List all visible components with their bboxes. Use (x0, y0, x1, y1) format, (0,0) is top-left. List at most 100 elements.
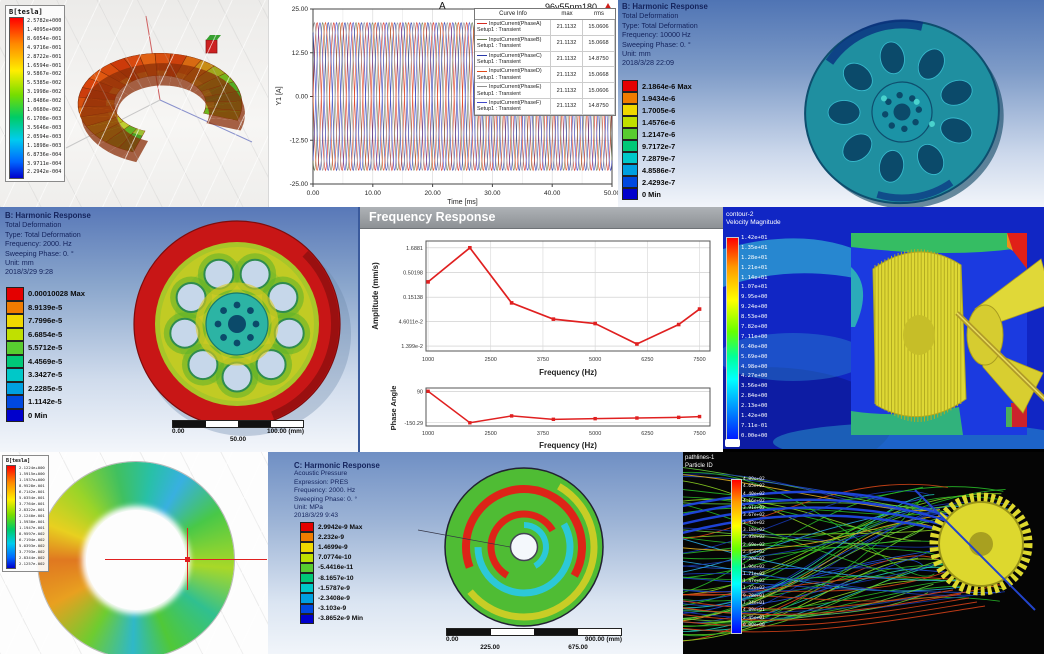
legend-swatch (300, 583, 314, 594)
legend-swatch (622, 176, 638, 188)
y-tick-label: 4.6011e-2 (399, 320, 423, 326)
streamline (683, 536, 936, 556)
pathlines-viewport[interactable]: pathlines-1 Particle ID 4.89e+02 4.65e+02… (683, 452, 1044, 654)
streamline (683, 574, 996, 613)
streamline (683, 565, 967, 575)
streamline (683, 515, 947, 551)
legend-title-line: Particle ID (685, 462, 713, 469)
legend-value: 1.8486e-002 (27, 98, 62, 105)
legend-value: -3.8652e-9 Min (318, 615, 364, 623)
legend-row: 3.3427e-5 (6, 368, 85, 382)
curve-name-cell: InputCurrent(PhaseE) Setup1 : Transient (475, 83, 551, 99)
y-tick-label: -25.00 (290, 181, 309, 188)
legend-value: 1.6594e-001 (27, 62, 62, 69)
ruler-bar (446, 628, 622, 636)
velocity-contour-rendering (723, 207, 1044, 449)
rms-cell: 15.0668 (583, 67, 615, 83)
curve-color-dash (477, 54, 487, 56)
maxwell-torus-viewport[interactable]: B[tesla] 2.5782e+000 1.4095e+000 8.6054e-0… (0, 0, 268, 207)
legend-swatch (622, 164, 638, 176)
cfd-velocity-viewport[interactable]: contour-2 Velocity Magnitude 1.42e+01 1.3… (723, 207, 1044, 452)
rms-cell: 14.8750 (583, 99, 615, 114)
column-header: max (561, 11, 573, 17)
legend-swatch (6, 354, 24, 368)
data-marker (697, 307, 702, 311)
window-titlebar[interactable]: Frequency Response (360, 207, 723, 229)
info-line: Unit: mm (5, 258, 34, 268)
curve-name: InputCurrent(PhaseB) (477, 37, 548, 43)
info-line: B: Harmonic Response (622, 2, 708, 11)
result-info-text: B: Harmonic Response Total Deformation Typ… (5, 211, 91, 277)
legend-value: 7.0774e-10 (318, 554, 352, 562)
curve-name-cell: InputCurrent(PhaseF) Setup1 : Transient (475, 99, 551, 114)
acoustic-pressure-viewport[interactable]: C: Harmonic Response Acoustic Pressure Exp… (268, 452, 683, 654)
info-line: Acoustic Pressure (294, 470, 348, 478)
legend-swatch (300, 542, 314, 553)
ruler-label: 675.00 (568, 644, 588, 651)
legend-swatch (622, 188, 638, 200)
legend-swatch (300, 572, 314, 584)
streamline (683, 569, 950, 596)
data-marker (468, 421, 472, 425)
current-plot-panel[interactable]: 25.00 12.50 0.00 -12.50 -25.00 0.00 10.00 20.00… (268, 0, 619, 207)
table-header: Curve Info max rms (475, 9, 615, 20)
legend-value: 2.20e+02 (743, 557, 765, 563)
legend-title: B[tesla] (6, 458, 31, 464)
legend-row: -3.103e-9 (300, 603, 363, 614)
scale-ruler: 0.00 900.00 (mm) 225.00 675.00 (446, 628, 622, 652)
curve-color-dash (477, 102, 487, 104)
info-line: Unit: MPa (294, 504, 323, 512)
legend-value: 2.84e+00 (741, 393, 768, 400)
x-tick-label: 3750 (537, 431, 549, 437)
curve-name-cell: InputCurrent(PhaseC) Setup1 : Transient (475, 51, 551, 67)
legend-row: 2.9942e-9 Max (300, 522, 363, 533)
data-marker (593, 416, 597, 421)
legend-value: 1.96e+02 (743, 564, 765, 570)
x-axis-label: Frequency (Hz) (539, 368, 597, 377)
info-line: Sweeping Phase: 0. ° (622, 39, 691, 49)
harmonic-response-10000hz-viewport[interactable]: B: Harmonic Response Total Deformation Typ… (618, 0, 1044, 207)
legend-value: 2.8722e-001 (27, 53, 62, 60)
legend-value: -1.5787e-9 (318, 584, 350, 592)
streamline (683, 593, 962, 616)
x-tick-label: 5000 (589, 357, 601, 363)
x-tick-label: 7500 (693, 357, 705, 363)
legend-row: 7.0774e-10 (300, 552, 363, 563)
streamline (683, 597, 970, 621)
curve-setup: Setup1 : Transient (477, 27, 521, 34)
streamline (683, 527, 957, 548)
fluent-legend-title: pathlines-1 Particle ID (685, 455, 714, 470)
table-row: InputCurrent(PhaseA) Setup1 : Transient 21… (475, 20, 615, 36)
wheel-deformation-rendering (133, 220, 351, 436)
legend-value: 8.53e+00 (741, 314, 768, 321)
data-marker (509, 414, 514, 418)
legend-value: 3.91e+02 (743, 506, 765, 512)
amplitude-chart[interactable]: 1.6881 0.50198 0.15138 4.6011e-2 1.399e-2 100… (360, 229, 723, 381)
data-marker (676, 415, 681, 420)
maxwell-ring-viewport[interactable]: B[tesla] 2.1224e+000 1.5915e+000 1.1937e+0… (0, 452, 268, 654)
legend-value: 2.2285e-5 (28, 383, 63, 393)
x-tick-label: 1000 (422, 431, 434, 437)
info-line: Sweeping Phase: 0. ° (294, 495, 358, 503)
legend-row: 2.232e-9 (300, 532, 363, 543)
legend-value: 6.40e+00 (741, 343, 768, 350)
curve-name-cell: InputCurrent(PhaseA) Setup1 : Transient (475, 20, 551, 35)
curve-setup: Setup1 : Transient (477, 106, 521, 113)
curve-color-dash (477, 70, 487, 72)
info-line: Type: Total Deformation (5, 229, 81, 239)
legend-value: 2.5782e+000 (27, 18, 62, 24)
legend-value: 0 Min (642, 189, 661, 199)
velocity-legend-values: 1.42e+01 1.35e+01 1.28e+01 1.21e+01 1.14e+01… (741, 234, 768, 442)
curve-info-table: Curve Info max rms InputCurrent(PhaseA) Setu… (474, 8, 616, 116)
y-axis-label: Amplitude (mm/s) (371, 262, 380, 330)
legend-value: 8.9139e-5 (28, 302, 63, 312)
harmonic-response-2000hz-viewport[interactable]: B: Harmonic Response Total Deformation Typ… (0, 207, 358, 452)
y-tick-label: 0.00 (295, 94, 308, 101)
x-tick-label: 30.00 (484, 190, 501, 197)
info-line: Total Deformation (5, 220, 62, 230)
y-tick-label: 25.00 (292, 6, 309, 13)
legend-value: 1.07e+01 (741, 284, 768, 291)
legend-swatch (622, 80, 638, 92)
phase-chart[interactable]: 90 -150.29 1000 2500 3750 5000 6250 7500 Phase A… (360, 382, 723, 452)
streamline (683, 510, 934, 567)
